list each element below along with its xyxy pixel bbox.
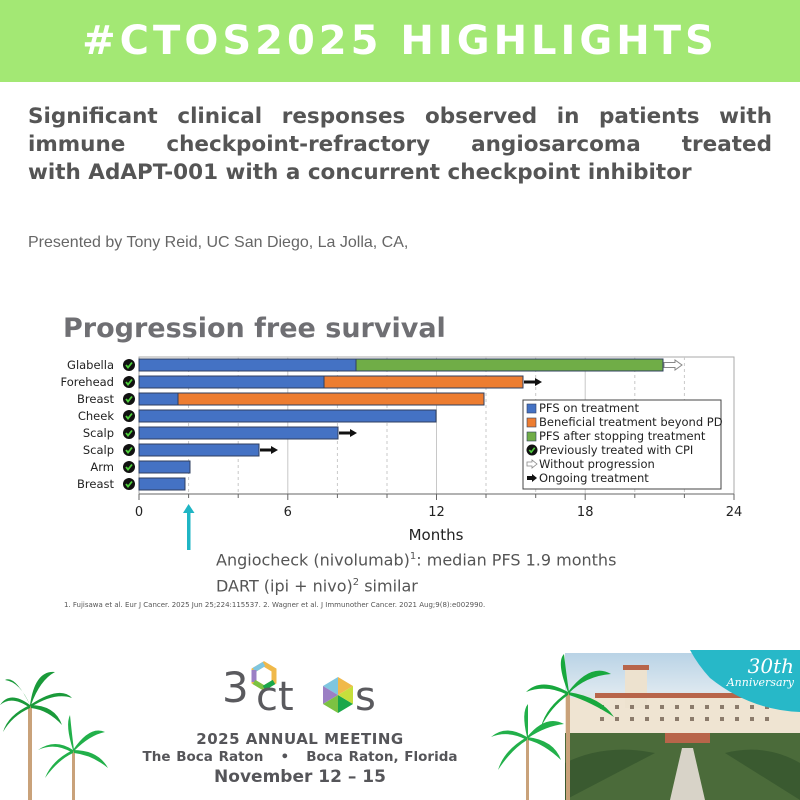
without-progression-arrow-icon [663, 359, 683, 371]
bar-forehead-pfs-on [138, 375, 325, 389]
meeting-info: 2025 ANNUAL MEETING The Boca Raton • Boc… [140, 730, 460, 788]
bar-scalp2-pfs-on [138, 443, 260, 457]
ongoing-treatment-arrow-icon [339, 429, 357, 437]
bars [138, 358, 664, 491]
x-tick-labels: 0 6 12 18 24 [135, 505, 742, 520]
legend-pfs-on: PFS on treatment [539, 401, 639, 415]
median-pfs-arrow-icon [183, 504, 195, 550]
x-tick-18: 18 [577, 505, 594, 520]
legend-cpi: Previously treated with CPI [539, 443, 693, 457]
hotel-building-icon [565, 665, 800, 800]
check-circle-icon [123, 376, 135, 388]
logo-text: ct [256, 674, 294, 718]
row-label-scalp-1: Scalp [83, 426, 114, 440]
logo-hexagon-icon [323, 677, 353, 713]
x-tick-24: 24 [726, 505, 743, 520]
row-label-breast-2: Breast [77, 477, 114, 491]
ongoing-treatment-arrow-icon [260, 446, 278, 454]
legend-beyond-pd: Beneficial treatment beyond PD [539, 415, 723, 429]
anniversary-badge: 30th Anniversary [714, 656, 794, 689]
check-circle-icon [123, 393, 135, 405]
pfs-chart: 0 6 12 18 24 Months Glabella Forehead Br… [60, 356, 742, 550]
annotation-line-2: DART (ipi + nivo)2 similar [216, 576, 418, 596]
headline-line-3: with AdAPT-001 with a concurrent checkpo… [28, 160, 692, 185]
legend-swatch-pfs-on [526, 403, 537, 414]
black-arrow-icon [527, 474, 537, 482]
bar-glabella-pfs-on [138, 358, 357, 372]
bar-breast1-pfs-on [138, 392, 179, 406]
x-tick-0: 0 [135, 505, 143, 520]
row-label-cheek: Cheek [78, 409, 114, 423]
ongoing-treatment-arrow-icon [524, 378, 542, 386]
palm-trees-left-icon [0, 671, 108, 800]
palm-trees-right-icon [491, 654, 614, 800]
bar-scalp1-pfs-on [138, 426, 339, 440]
row-label-forehead: Forehead [60, 375, 114, 389]
legend-pfs-after: PFS after stopping treatment [539, 429, 706, 443]
footer: 3 ct s 2025 ANNUAL MEETING The Boca Rato… [0, 640, 800, 800]
x-axis-label: Months [409, 526, 464, 544]
presenter-credit: Presented by Tony Reid, UC San Diego, La… [28, 234, 409, 251]
row-label-scalp-2: Scalp [83, 443, 114, 457]
hollow-arrow-icon [526, 459, 538, 469]
headline-line-1: Significant clinical responses observed … [28, 104, 772, 129]
chart-legend: PFS on treatment Beneficial treatment be… [522, 399, 723, 490]
bar-forehead-beyond-pd [323, 375, 524, 389]
check-circle-icon [123, 461, 135, 473]
x-tick-12: 12 [428, 505, 445, 520]
check-circle-icon [123, 359, 135, 371]
bar-breast1-beyond-pd [177, 392, 485, 406]
references: 1. Fujisawa et al. Eur J Cancer. 2025 Ju… [64, 601, 486, 609]
headline: Significant clinical responses observed … [28, 103, 772, 187]
chart-title: Progression free survival [63, 313, 446, 344]
check-circle-icon [123, 478, 135, 490]
row-label-breast-1: Breast [77, 392, 114, 406]
bar-cheek-pfs-on [138, 409, 437, 423]
check-circle-icon [526, 444, 538, 456]
legend-without-progression: Without progression [539, 457, 655, 471]
anniversary-number: 30th [747, 654, 794, 678]
ctos-30-logo: 3 ct s [222, 661, 376, 718]
anniversary-ribbon [690, 650, 800, 712]
banner-title: #CTOS2025 HIGHLIGHTS [82, 18, 718, 64]
meeting-title: 2025 ANNUAL MEETING [196, 730, 404, 748]
logo-number: 3 [222, 663, 249, 712]
comparison-annotation: Angiocheck (nivolumab)1: median PFS 1.9 … [216, 545, 616, 598]
anniversary-word: Anniversary [726, 676, 794, 689]
annotation-line-1: Angiocheck (nivolumab)1: median PFS 1.9 … [216, 550, 617, 570]
logo-ring-icon [251, 661, 277, 691]
row-labels: Glabella Forehead Breast Cheek Scalp Sca… [60, 358, 114, 491]
svg-text:s: s [355, 674, 376, 718]
check-circle-icon [123, 427, 135, 439]
highlights-banner: #CTOS2025 HIGHLIGHTS [0, 0, 800, 82]
headline-line-2: immune checkpoint-refractory angiosarcom… [28, 132, 772, 157]
x-tick-6: 6 [284, 505, 292, 520]
legend-swatch-pfs-after [526, 431, 537, 442]
x-axis [138, 493, 735, 500]
bar-glabella-pfs-after [355, 358, 664, 372]
check-circle-icon [123, 444, 135, 456]
row-label-glabella: Glabella [67, 358, 114, 372]
meeting-dates: November 12 – 15 [214, 767, 386, 787]
row-label-arm: Arm [90, 460, 114, 474]
legend-ongoing: Ongoing treatment [539, 471, 649, 485]
cpi-check-icons [123, 359, 135, 490]
check-circle-icon [123, 410, 135, 422]
meeting-venue: The Boca Raton • Boca Raton, Florida [142, 749, 458, 765]
bar-arm-pfs-on [138, 460, 191, 474]
bar-breast2-pfs-on [138, 477, 186, 491]
legend-swatch-beyond-pd [526, 417, 537, 428]
